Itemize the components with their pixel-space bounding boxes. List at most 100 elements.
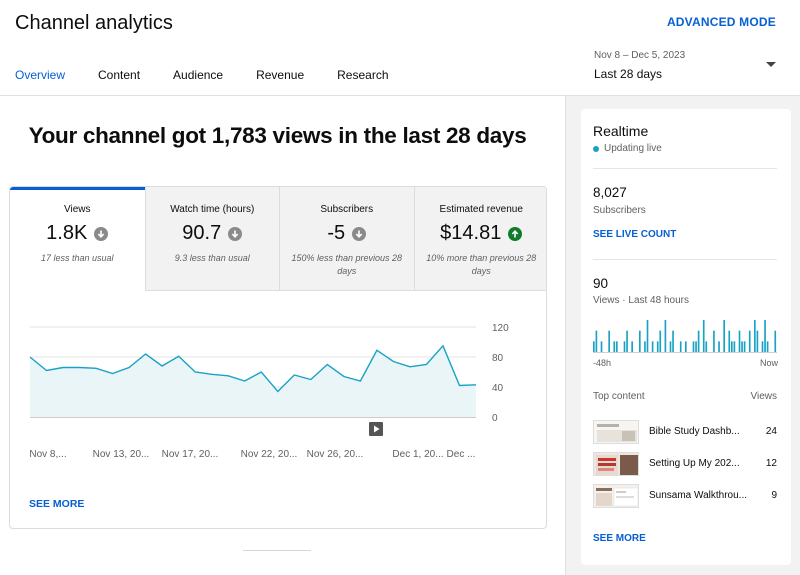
top-content-label: Top content	[593, 391, 645, 402]
metrics-card: Views 1.8K 17 less than usual Watch time…	[9, 186, 547, 529]
video-views: 24	[765, 426, 777, 437]
x-tick-label: Dec 1, 20...	[392, 449, 443, 460]
realtime-bar	[656, 341, 659, 352]
metric-label: Views	[64, 204, 91, 215]
top-content-item[interactable]: Bible Study Dashb... 24	[593, 420, 777, 444]
tab-overview[interactable]: Overview	[15, 68, 66, 98]
tab-research[interactable]: Research	[337, 68, 389, 82]
x-tick-label: Nov 22, 20...	[241, 449, 298, 460]
realtime-bar	[646, 320, 649, 352]
top-content-item[interactable]: Setting Up My 202... 12	[593, 452, 777, 476]
x-tick-label: Nov 13, 20...	[93, 449, 150, 460]
realtime-bar	[766, 341, 769, 352]
realtime-bar	[600, 341, 603, 352]
realtime-bar	[713, 330, 715, 352]
video-title: Sunsama Walkthrou...	[649, 490, 748, 501]
x-tick-label: Dec ...	[447, 449, 476, 460]
metric-revenue[interactable]: Estimated revenue $14.81 10% more than p…	[413, 187, 546, 291]
tab-content[interactable]: Content	[98, 68, 141, 82]
realtime-bar	[593, 341, 595, 352]
x-tick-label: Nov 8,...	[29, 449, 66, 460]
metric-value: $14.81	[440, 222, 502, 244]
metric-label: Subscribers	[320, 204, 374, 215]
chevron-down-icon	[766, 62, 776, 67]
axis-end-label: Now	[759, 358, 778, 368]
realtime-panel: Realtime Updating live 8,027 Subscribers…	[565, 96, 800, 575]
video-thumbnail	[593, 420, 639, 444]
realtime-views-count: 90	[593, 276, 609, 291]
see-live-count-button[interactable]: SEE LIVE COUNT	[593, 229, 677, 240]
advanced-mode-button[interactable]: ADVANCED MODE	[666, 15, 776, 29]
metric-value: 90.7	[182, 222, 222, 244]
metric-label: Estimated revenue	[439, 204, 523, 215]
realtime-views-bars	[593, 320, 777, 353]
metric-label: Watch time (hours)	[170, 204, 255, 215]
metric-note: 10% more than previous 28 days	[426, 253, 537, 276]
metric-tabs: Views 1.8K 17 less than usual Watch time…	[10, 187, 546, 291]
realtime-title: Realtime	[593, 123, 649, 139]
metric-note: 9.3 less than usual	[174, 253, 250, 263]
realtime-card: Realtime Updating live 8,027 Subscribers…	[581, 109, 791, 565]
top-content-item[interactable]: Sunsama Walkthrou... 9	[593, 484, 777, 508]
tab-bar: Overview Content Audience Revenue Resear…	[15, 68, 422, 98]
date-range-dropdown[interactable]: Nov 8 – Dec 5, 2023 Last 28 days	[594, 50, 784, 81]
realtime-bar	[774, 330, 777, 352]
divider	[593, 259, 777, 260]
y-tick-label: 80	[492, 353, 504, 364]
date-range-text: Nov 8 – Dec 5, 2023	[594, 50, 686, 61]
realtime-bar	[723, 320, 725, 352]
views-area	[30, 345, 476, 417]
tab-audience[interactable]: Audience	[173, 68, 224, 82]
realtime-bar	[613, 341, 616, 352]
realtime-views-label: Views · Last 48 hours	[593, 295, 689, 306]
y-tick-label: 40	[492, 383, 504, 394]
arrow-down-icon	[228, 226, 243, 241]
header: Channel analytics ADVANCED MODE Overview…	[0, 0, 800, 98]
views-line	[29, 344, 477, 393]
realtime-bar	[631, 341, 633, 352]
realtime-bar	[697, 330, 700, 352]
axis-start-label: -48h	[593, 358, 612, 368]
divider	[593, 168, 777, 169]
tab-revenue[interactable]: Revenue	[256, 68, 305, 82]
arrow-down-icon	[352, 226, 367, 241]
live-dot-icon	[593, 145, 599, 152]
metric-note: 17 less than usual	[40, 253, 114, 263]
realtime-bar	[595, 330, 598, 352]
y-tick-label: 0	[492, 413, 498, 424]
realtime-bar	[748, 330, 751, 352]
realtime-bar	[626, 330, 628, 352]
play-marker-icon	[369, 422, 383, 436]
see-more-top-content-button[interactable]: SEE MORE	[593, 533, 646, 544]
subscriber-count: 8,027	[593, 185, 627, 200]
metric-views[interactable]: Views 1.8K 17 less than usual	[10, 187, 145, 291]
realtime-bar	[664, 320, 667, 352]
realtime-bar	[764, 320, 766, 352]
metric-value: 1.8K	[46, 222, 88, 244]
metric-value-row: 1.8K	[10, 222, 145, 245]
realtime-bar	[731, 341, 733, 352]
subscriber-label: Subscribers	[593, 205, 646, 216]
views-headline: Your channel got 1,783 views in the last…	[28, 123, 527, 148]
y-tick-label: 120	[492, 323, 509, 334]
realtime-bar	[695, 341, 697, 352]
video-title: Setting Up My 202...	[649, 458, 740, 469]
video-thumbnail	[593, 484, 639, 508]
realtime-bar	[754, 320, 756, 352]
realtime-bar	[639, 330, 641, 352]
metric-subscribers[interactable]: Subscribers -5 150% less than previous 2…	[279, 187, 414, 291]
realtime-bar	[743, 341, 746, 352]
realtime-bar	[692, 341, 695, 352]
realtime-bar	[756, 330, 759, 352]
realtime-bar	[702, 320, 705, 352]
realtime-bar	[738, 330, 741, 352]
metric-watch-time[interactable]: Watch time (hours) 90.7 9.3 less than us…	[144, 187, 279, 291]
realtime-bar	[705, 341, 708, 352]
realtime-bar	[659, 330, 662, 352]
realtime-bar	[616, 341, 618, 352]
realtime-bar	[608, 330, 610, 352]
see-more-button[interactable]: SEE MORE	[29, 498, 85, 510]
realtime-bar	[672, 330, 674, 352]
realtime-bar	[761, 341, 764, 352]
arrow-down-icon	[94, 226, 109, 241]
